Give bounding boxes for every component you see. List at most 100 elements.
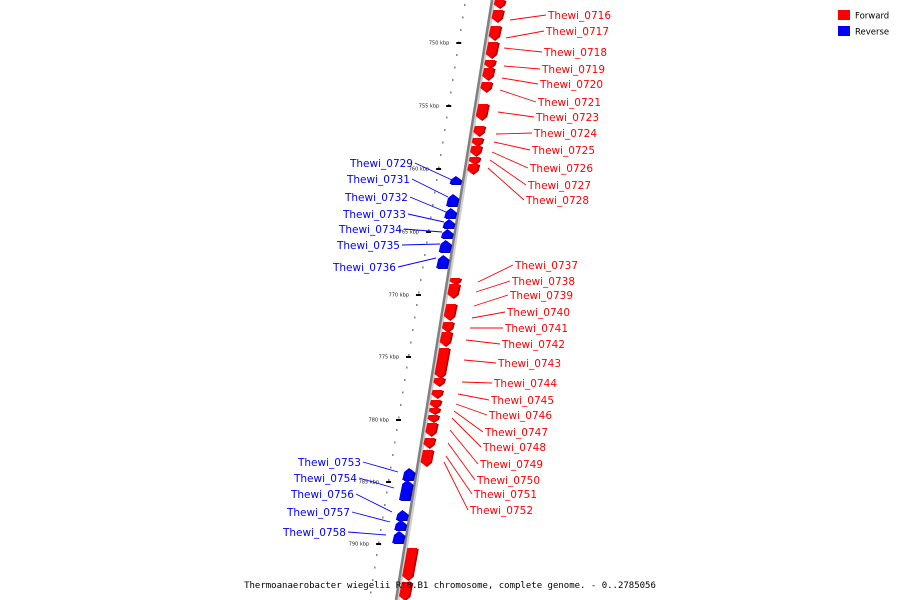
forward-gene-label: Thewi_0750 [447, 442, 540, 487]
ruler-dot [456, 54, 458, 56]
ruler-dot [412, 329, 414, 331]
reverse-gene-name: Thewi_0731 [346, 174, 410, 186]
label-connector [495, 132, 533, 135]
kbp-ticks: 750 kbp 755 kbp 760 kbp 765 kbp 770 kbp 775 k… [349, 41, 462, 548]
forward-gene-name: Thewi_0728 [525, 195, 589, 207]
ruler-dot [406, 366, 408, 369]
reverse-gene-label: Thewi_0732 [344, 192, 447, 213]
forward-gene-arrow [447, 284, 462, 299]
forward-gene-label: Thewi_0749 [449, 429, 543, 471]
kbp-tick-label: 760 kbp [409, 167, 429, 173]
gene-body [433, 378, 445, 386]
reverse-gene-name: Thewi_0753 [297, 457, 361, 469]
kbp-tick-mark [415, 294, 421, 296]
gene-body [488, 26, 501, 40]
forward-gene-arrow [420, 450, 435, 467]
gene-body [491, 10, 504, 22]
label-connector [471, 311, 506, 319]
kbp-tick-mark [395, 419, 401, 421]
forward-gene-arrow [480, 82, 494, 93]
forward-gene-arrow [425, 423, 439, 437]
reverse-gene-arrow [402, 468, 416, 481]
forward-gene-name: Thewi_0744 [493, 378, 557, 390]
ruler-dot [380, 529, 382, 531]
forward-gene-arrow [467, 164, 481, 175]
reverse-gene-name: Thewi_0735 [336, 240, 400, 252]
gene-body [475, 104, 489, 120]
forward-gene-arrow [471, 138, 485, 147]
gene-body [443, 304, 457, 320]
ruler-dot [462, 16, 464, 19]
forward-gene-name: Thewi_0752 [469, 505, 533, 517]
forward-gene-name: Thewi_0742 [501, 339, 565, 351]
forward-gene-name: Thewi_0739 [509, 290, 573, 302]
reverse-gene-arrow [392, 531, 406, 544]
forward-gene-arrow [485, 42, 500, 59]
gene-body [484, 60, 496, 68]
gene-body [434, 348, 450, 378]
reverse-gene-name: Thewi_0757 [286, 507, 350, 519]
forward-gene-arrow [484, 60, 497, 69]
ruler-dot [422, 266, 424, 269]
forward-gene-name: Thewi_0746 [488, 410, 552, 422]
reverse-gene-arrow [446, 194, 460, 207]
ruler-dot [446, 116, 448, 119]
legend-forward-swatch [838, 10, 850, 20]
gene-body [429, 400, 441, 408]
gene-body [449, 278, 461, 284]
label-connector [453, 410, 484, 433]
kbp-tick-label: 790 kbp [349, 542, 369, 548]
reverse-gene-arrow [438, 240, 453, 253]
forward-gene-name: Thewi_0724 [533, 128, 597, 140]
label-connector [477, 264, 514, 283]
ruler-dot [414, 316, 416, 319]
gene-body [485, 42, 499, 58]
gene-body [441, 322, 454, 332]
forward-gene-arrow [491, 10, 505, 23]
legend-reverse-label: Reverse [855, 28, 889, 38]
gene-body [399, 582, 412, 600]
gene-body [423, 438, 435, 448]
kbp-tick-mark [426, 231, 432, 233]
forward-gene-label: Thewi_0748 [451, 417, 546, 454]
label-connector [397, 257, 437, 268]
ruler-dot [410, 341, 412, 344]
ruler-dot [390, 466, 392, 469]
forward-gene-name: Thewi_0738 [511, 276, 575, 288]
ruler-dot [388, 479, 390, 481]
gene-body [447, 284, 460, 298]
reverse-gene-name: Thewi_0736 [332, 262, 396, 274]
label-connector [351, 511, 391, 523]
gene-body [425, 423, 438, 436]
forward-gene-label: Thewi_0739 [473, 290, 573, 307]
reverse-gene-arrow [394, 520, 408, 531]
forward-gene-name: Thewi_0748 [482, 442, 546, 454]
ruler-dot [384, 504, 386, 506]
label-connector [499, 89, 537, 103]
gene-body [446, 194, 458, 206]
forward-gene-arrow [441, 322, 455, 333]
label-connector [445, 455, 473, 495]
label-connector [475, 280, 511, 293]
kbp-tick-mark [376, 543, 382, 545]
ruler-dot [392, 454, 394, 456]
ruler-dot [426, 241, 428, 244]
ruler-dot [396, 429, 398, 431]
gene-body [428, 408, 440, 414]
label-connector [493, 141, 531, 151]
reverse-gene-arrow [440, 229, 454, 239]
kbp-tick-mark [406, 356, 412, 358]
label-connector [355, 493, 393, 513]
label-connector [505, 30, 545, 39]
ruler-dot [424, 254, 426, 256]
reverse-gene-label: Thewi_0729 [349, 158, 453, 181]
forward-gene-name: Thewi_0745 [490, 395, 554, 407]
gene-body [395, 510, 408, 520]
forward-gene-arrow [443, 304, 458, 321]
label-connector [411, 178, 449, 198]
gene-body [420, 450, 433, 466]
gene-body [493, 0, 505, 8]
reverse-gene-arrow [399, 480, 414, 501]
ruler-dot [404, 379, 406, 381]
